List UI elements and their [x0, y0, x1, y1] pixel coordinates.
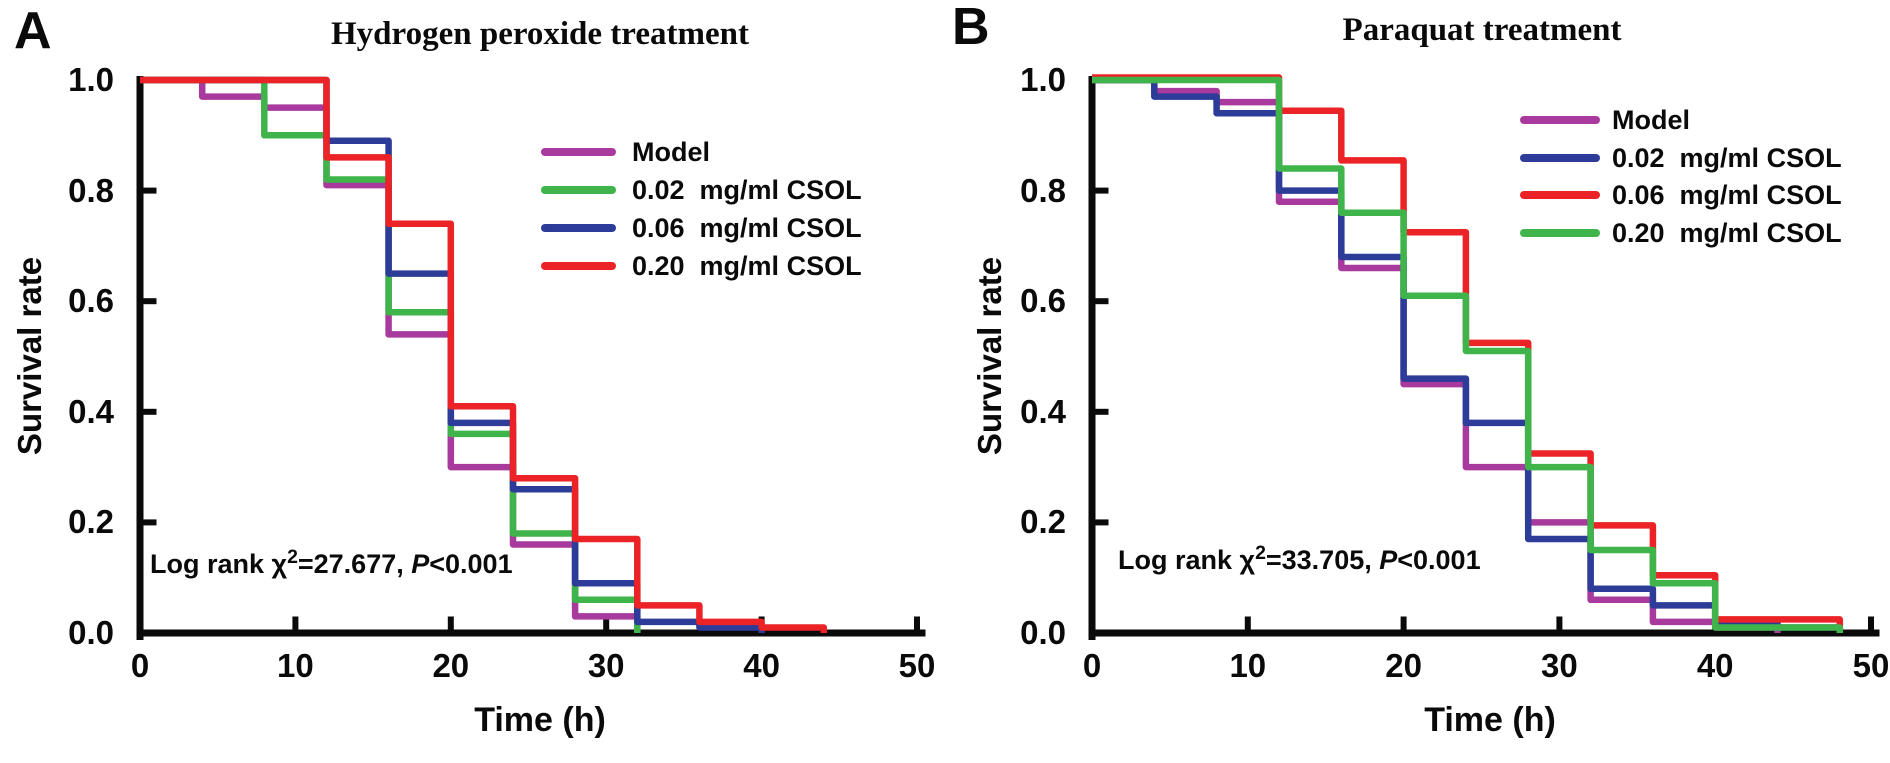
- axis-segment: [1095, 298, 1109, 305]
- x-tick-label: 30: [587, 647, 625, 684]
- y-tick-label: 0.4: [68, 392, 114, 430]
- x-tick-label: 50: [898, 647, 936, 684]
- legend-line-0.06: [541, 224, 616, 232]
- legend-line-model: [1520, 116, 1600, 124]
- axis-segment: [914, 616, 920, 630]
- legend-line-0.02: [541, 186, 616, 194]
- axis-segment: [1095, 187, 1109, 194]
- y-tick-label: 0.6: [1020, 282, 1066, 320]
- axis-segment: [1400, 616, 1407, 630]
- legend-line-0.20: [541, 262, 616, 270]
- axis-segment: [1088, 629, 1880, 637]
- axis-segment: [1095, 408, 1109, 415]
- panel-a-letter: A: [14, 2, 52, 60]
- legend-line-0.20: [1520, 229, 1600, 237]
- axis-segment: [143, 298, 157, 305]
- y-tick-label: 0.0: [1020, 614, 1066, 651]
- x-tick-label: 20: [1385, 647, 1422, 684]
- annotation-text: <0.001: [1397, 545, 1481, 575]
- legend-line-model: [541, 148, 616, 156]
- panel-a-logrank-annotation: Log rank χ2=27.677, P<0.001: [150, 546, 513, 584]
- x-tick-label: 10: [1229, 647, 1267, 684]
- survival-curve-0.20: [140, 76, 828, 633]
- x-tick-label: 10: [277, 647, 314, 684]
- axis-segment: [1095, 519, 1109, 526]
- axis-segment: [143, 408, 157, 415]
- axis-segment: [447, 616, 454, 630]
- x-tick-label: 50: [1852, 647, 1890, 684]
- axis-segment: [1244, 616, 1251, 630]
- y-tick-label: 0.6: [68, 282, 114, 320]
- legend-label-0.20: 0.20 mg/ml CSOL: [632, 251, 862, 281]
- legend-label-0.02: 0.02 mg/ml CSOL: [632, 175, 862, 205]
- panel-b-x-axis-label: Time (h): [1424, 701, 1556, 739]
- axis-segment: [292, 616, 299, 630]
- x-tick-label: 0: [1082, 647, 1102, 684]
- legend-label-model: Model: [632, 137, 710, 167]
- axis-segment: [603, 616, 610, 630]
- axis-segment: [143, 187, 157, 194]
- x-tick-label: 30: [1541, 647, 1578, 684]
- legend-label-0.02: 0.02 mg/ml CSOL: [1612, 143, 1842, 173]
- y-tick-label: 0.4: [1020, 392, 1066, 430]
- x-tick-label: 40: [1696, 647, 1734, 684]
- y-tick-label: 0.8: [1020, 171, 1066, 209]
- panel-b-y-axis-label: Survival rate: [971, 256, 1008, 456]
- annotation-superscript: 2: [287, 546, 298, 569]
- y-tick-label: 0.8: [68, 171, 114, 209]
- panel-b-logrank-annotation: Log rank χ2=33.705, P<0.001: [1118, 542, 1481, 580]
- x-tick-label: 20: [432, 647, 470, 684]
- annotation-text: <0.001: [429, 549, 513, 579]
- y-tick-label: 1.0: [68, 61, 114, 98]
- annotation-text: =27.677,: [297, 549, 412, 579]
- legend-line-0.06: [1520, 191, 1600, 199]
- annotation-p-italic: P: [411, 549, 430, 579]
- panel-a-y-axis-label: Survival rate: [11, 256, 48, 456]
- y-tick-label: 0.2: [68, 503, 114, 541]
- axis-segment: [136, 76, 144, 640]
- y-tick-label: 1.0: [1020, 61, 1066, 98]
- panel-b-letter: B: [952, 0, 990, 56]
- annotation-p-italic: P: [1379, 545, 1398, 575]
- legend-label-0.06: 0.06 mg/ml CSOL: [632, 213, 862, 243]
- legend-label-model: Model: [1612, 105, 1690, 135]
- axis-segment: [1868, 616, 1874, 630]
- axis-segment: [1088, 76, 1096, 640]
- annotation-text: Log rank χ: [1118, 545, 1256, 575]
- axis-segment: [143, 519, 157, 526]
- annotation-text: =33.705,: [1265, 545, 1380, 575]
- survival-curve-0.20: [1092, 76, 1844, 633]
- panel-b-title: Paraquat treatment: [1342, 12, 1622, 48]
- x-tick-label: 40: [743, 647, 780, 684]
- legend-line-0.02: [1520, 154, 1600, 162]
- legend-label-0.06: 0.06 mg/ml CSOL: [1612, 180, 1842, 210]
- annotation-text: Log rank χ: [150, 549, 288, 579]
- axis-segment: [136, 629, 926, 637]
- panel-a-x-axis-label: Time (h): [474, 701, 606, 739]
- annotation-superscript: 2: [1255, 542, 1266, 565]
- axis-segment: [1556, 616, 1563, 630]
- y-tick-label: 0.0: [68, 614, 114, 651]
- x-tick-label: 0: [130, 647, 150, 684]
- panel-a-title: Hydrogen peroxide treatment: [331, 16, 749, 52]
- legend-label-0.20: 0.20 mg/ml CSOL: [1612, 218, 1842, 248]
- y-tick-label: 0.2: [1020, 503, 1066, 541]
